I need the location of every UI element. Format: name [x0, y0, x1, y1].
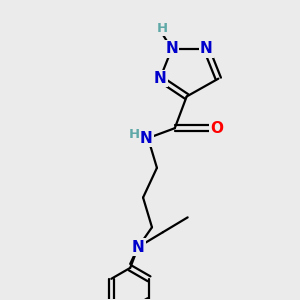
- Text: O: O: [210, 121, 223, 136]
- Text: N: N: [132, 240, 145, 255]
- Text: N: N: [165, 41, 178, 56]
- Text: N: N: [154, 71, 166, 86]
- Text: H: H: [156, 22, 167, 34]
- Text: H: H: [129, 128, 140, 141]
- Text: N: N: [200, 41, 213, 56]
- Text: N: N: [140, 130, 152, 146]
